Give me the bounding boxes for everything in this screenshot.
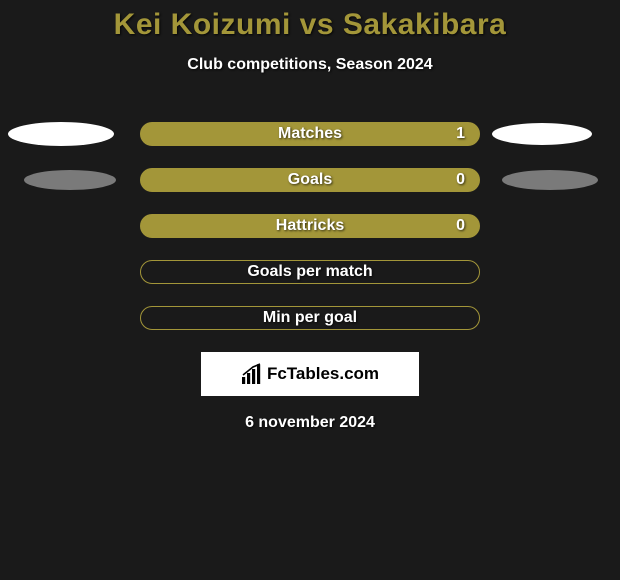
logo-badge: FcTables.com: [201, 352, 419, 396]
stat-label: Matches: [278, 125, 342, 143]
left-value-ellipse: [8, 122, 114, 146]
stat-row: Min per goal: [0, 306, 620, 330]
stat-label: Hattricks: [276, 217, 344, 235]
left-value-ellipse: [24, 170, 116, 190]
logo-text: FcTables.com: [267, 364, 379, 384]
comparison-infographic: Kei Koizumi vs Sakakibara Club competiti…: [0, 0, 620, 580]
page-title: Kei Koizumi vs Sakakibara: [0, 8, 620, 42]
stat-bar: Hattricks 0: [140, 214, 480, 238]
stat-bar: Goals per match: [140, 260, 480, 284]
subtitle: Club competitions, Season 2024: [0, 56, 620, 74]
stat-bar: Matches 1: [140, 122, 480, 146]
date-label: 6 november 2024: [0, 414, 620, 432]
stat-label: Goals: [288, 171, 332, 189]
stat-row: Goals 0: [0, 168, 620, 192]
stats-list: Matches 1 Goals 0 Hattricks 0 Goals per match M…: [0, 122, 620, 330]
stat-value: 1: [456, 125, 465, 143]
stat-label: Goals per match: [247, 263, 372, 281]
logo-inner: FcTables.com: [241, 363, 379, 385]
right-value-ellipse: [502, 170, 598, 190]
stat-row: Goals per match: [0, 260, 620, 284]
stat-bar: Goals 0: [140, 168, 480, 192]
stat-value: 0: [456, 171, 465, 189]
right-value-ellipse: [492, 123, 592, 145]
stat-bar: Min per goal: [140, 306, 480, 330]
stat-row: Matches 1: [0, 122, 620, 146]
stat-value: 0: [456, 217, 465, 235]
stat-row: Hattricks 0: [0, 214, 620, 238]
bar-growth-icon: [241, 363, 263, 385]
stat-label: Min per goal: [263, 309, 357, 327]
